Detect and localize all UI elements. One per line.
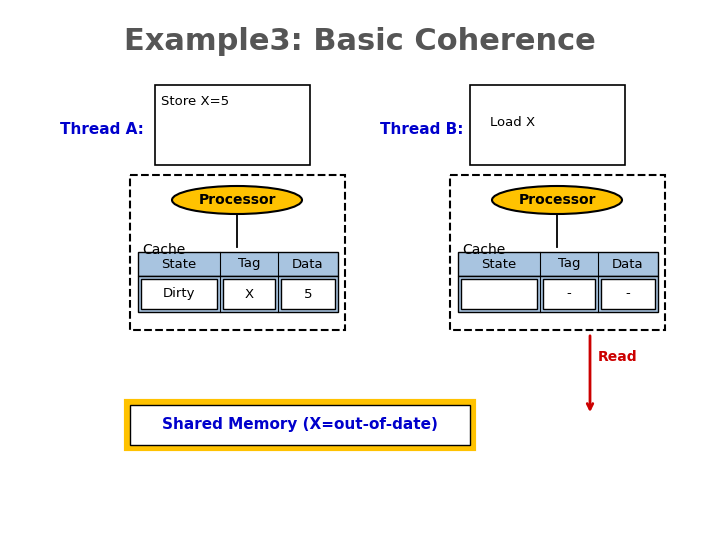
Text: State: State	[482, 258, 517, 271]
Text: X: X	[244, 287, 253, 300]
Text: Example3: Basic Coherence: Example3: Basic Coherence	[124, 28, 596, 57]
FancyBboxPatch shape	[130, 175, 345, 330]
Text: Dirty: Dirty	[163, 287, 195, 300]
Text: Read: Read	[598, 350, 638, 364]
FancyBboxPatch shape	[141, 279, 217, 309]
FancyBboxPatch shape	[138, 252, 338, 276]
Text: Tag: Tag	[238, 258, 260, 271]
FancyBboxPatch shape	[470, 85, 625, 165]
Text: Processor: Processor	[198, 193, 276, 207]
Text: -: -	[567, 287, 572, 300]
Text: State: State	[161, 258, 197, 271]
FancyBboxPatch shape	[126, 401, 474, 449]
FancyBboxPatch shape	[155, 85, 310, 165]
Text: Cache: Cache	[462, 243, 505, 257]
FancyBboxPatch shape	[601, 279, 655, 309]
Text: -: -	[626, 287, 631, 300]
Text: Data: Data	[612, 258, 644, 271]
Text: Tag: Tag	[558, 258, 580, 271]
Text: Thread B:: Thread B:	[380, 123, 464, 138]
Text: Shared Memory (X=out-of-date): Shared Memory (X=out-of-date)	[162, 417, 438, 433]
Text: Data: Data	[292, 258, 324, 271]
FancyBboxPatch shape	[138, 276, 338, 312]
Ellipse shape	[492, 186, 622, 214]
Ellipse shape	[172, 186, 302, 214]
Text: Load X: Load X	[490, 117, 535, 130]
Text: Processor: Processor	[518, 193, 595, 207]
FancyBboxPatch shape	[461, 279, 537, 309]
Text: 5: 5	[304, 287, 312, 300]
Text: Thread A:: Thread A:	[60, 123, 144, 138]
FancyBboxPatch shape	[543, 279, 595, 309]
Text: Store X=5: Store X=5	[161, 95, 229, 108]
FancyBboxPatch shape	[130, 405, 470, 445]
FancyBboxPatch shape	[450, 175, 665, 330]
FancyBboxPatch shape	[281, 279, 335, 309]
FancyBboxPatch shape	[458, 252, 658, 276]
Text: Cache: Cache	[142, 243, 185, 257]
FancyBboxPatch shape	[458, 276, 658, 312]
FancyBboxPatch shape	[223, 279, 275, 309]
